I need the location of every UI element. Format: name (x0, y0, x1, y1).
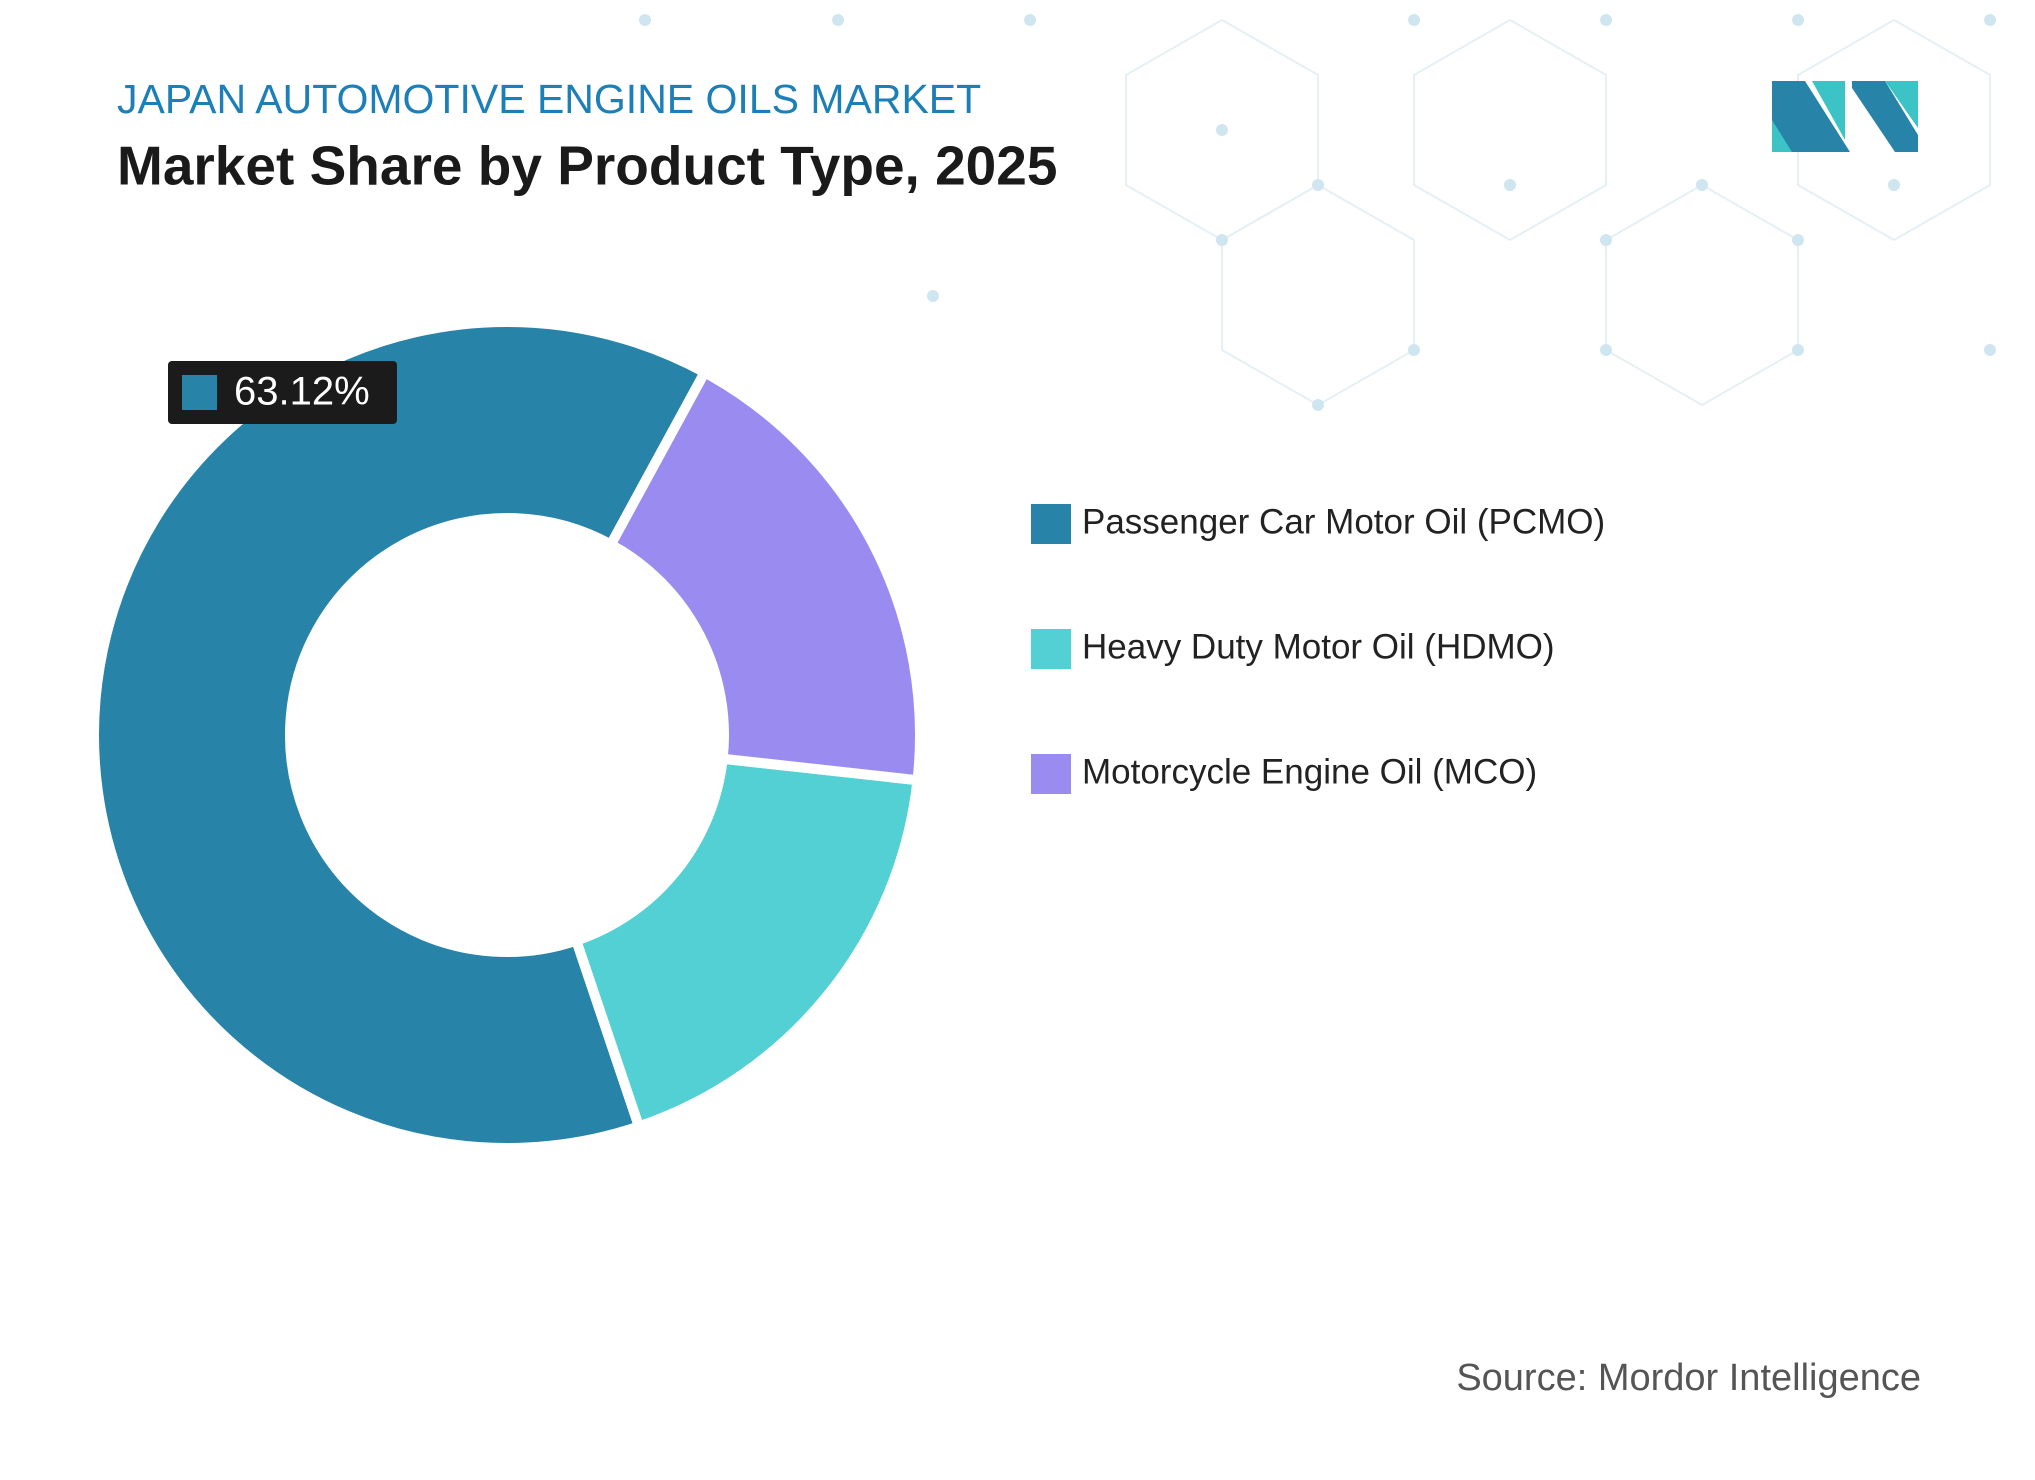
dot (1504, 179, 1516, 191)
donut (89, 317, 925, 1153)
dot (1888, 179, 1900, 191)
chart-subtitle: Market Share by Product Type, 2025 (117, 135, 1057, 197)
dot (1312, 179, 1324, 191)
hex (1605, 183, 1799, 407)
dot (832, 14, 844, 26)
dot (1600, 14, 1612, 26)
slice (604, 365, 925, 786)
dot (1792, 14, 1804, 26)
dot (1216, 234, 1228, 246)
background-dots (639, 14, 1996, 411)
legend-label: Passenger Car Motor Oil (PCMO) (1082, 502, 1605, 541)
logo-part (1852, 81, 1918, 152)
hex (1797, 18, 1991, 242)
dot (1792, 344, 1804, 356)
value-labels: 63.12% (168, 361, 397, 424)
dot (1792, 234, 1804, 246)
legend-swatch (1031, 629, 1071, 669)
legend-swatch (1031, 754, 1071, 794)
dot (1600, 344, 1612, 356)
dot (1216, 124, 1228, 136)
hex (1413, 18, 1607, 242)
legend-label: Heavy Duty Motor Oil (HDMO) (1082, 627, 1555, 666)
dot (1696, 179, 1708, 191)
dot (1312, 399, 1324, 411)
value-label-box (168, 361, 397, 424)
value-label-swatch (182, 375, 217, 410)
dot (1024, 14, 1036, 26)
dot (639, 14, 651, 26)
dot (1408, 344, 1420, 356)
background-pattern (1125, 18, 1991, 407)
logo-part (1772, 120, 1792, 152)
dot (1408, 14, 1420, 26)
logo (1772, 81, 1918, 152)
dot (1984, 14, 1996, 26)
legend-label: Motorcycle Engine Oil (MCO) (1082, 752, 1537, 791)
chart-title: JAPAN AUTOMOTIVE ENGINE OILS MARKET (117, 76, 981, 122)
dot (1600, 234, 1612, 246)
dot (1984, 344, 1996, 356)
logo-part (1772, 81, 1850, 152)
slice (569, 753, 924, 1133)
value-label: 63.12% (234, 370, 370, 414)
hex (1221, 183, 1415, 407)
logo-part (1885, 81, 1918, 128)
legend: Passenger Car Motor Oil (PCMO) Heavy Duty… (1031, 502, 1605, 794)
legend-swatch (1031, 504, 1071, 544)
logo-part (1812, 81, 1845, 140)
dot (927, 290, 939, 302)
source: Source: Mordor Intelligence (1456, 1357, 1921, 1399)
